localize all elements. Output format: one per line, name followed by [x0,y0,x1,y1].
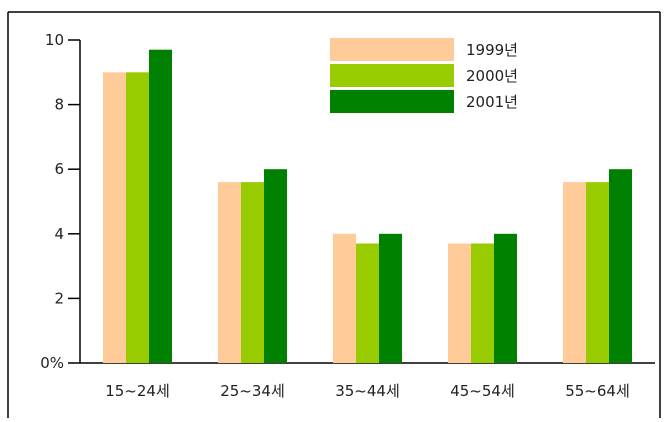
legend-swatch [330,64,454,87]
bar-2000년-15~24세 [126,72,149,364]
bar-2001년-55~64세 [609,169,632,363]
bar-2000년-45~54세 [471,243,494,363]
bar-2001년-35~44세 [379,233,402,363]
y-tick-label: 2 [54,289,64,307]
bar-1999년-15~24세 [103,72,126,364]
y-tick-label: 4 [54,225,64,243]
y-tick-label: 6 [54,160,64,178]
bar-1999년-25~34세 [218,182,241,363]
bar-2001년-45~54세 [494,233,517,363]
legend-swatch [330,90,454,113]
bar-1999년-55~64세 [563,182,586,363]
bars [103,49,632,364]
legend-label: 2001년 [466,93,518,111]
legend: 1999년 2000년 2001년 [330,38,518,113]
x-tick-label: 15~24세 [105,382,170,400]
x-tick-label: 55~64세 [565,382,630,400]
legend-label: 2000년 [466,67,518,85]
bar-1999년-35~44세 [333,233,356,363]
x-tick-labels: 15~24세 25~34세 35~44세 45~54세 55~64세 [105,382,630,400]
x-tick-label: 45~54세 [450,382,515,400]
bar-2001년-15~24세 [149,49,172,363]
bar-2000년-55~64세 [586,182,609,363]
y-tick-label: 10 [45,31,64,49]
bar-1999년-45~54세 [448,243,471,363]
bar-2001년-25~34세 [264,169,287,363]
bar-2000년-25~34세 [241,182,264,363]
bar-2000년-35~44세 [356,243,379,363]
y-ticks: 0% 2 4 6 8 10 [40,31,80,372]
y-tick-label: 0% [40,354,64,372]
y-tick-label: 8 [54,96,64,114]
legend-label: 1999년 [466,41,518,59]
x-tick-label: 35~44세 [335,382,400,400]
legend-swatch [330,38,454,61]
x-tick-label: 25~34세 [220,382,285,400]
